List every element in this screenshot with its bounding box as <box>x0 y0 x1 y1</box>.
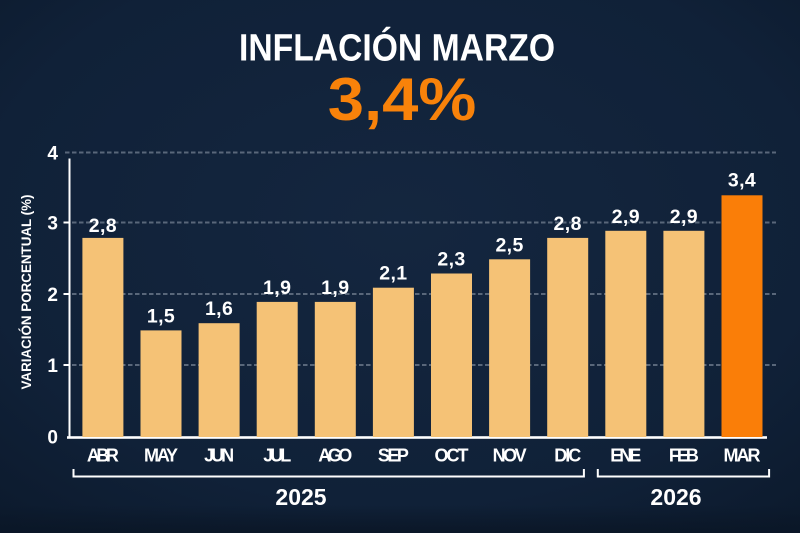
svg-text:1,9: 1,9 <box>321 277 349 299</box>
svg-text:3,4%: 3,4% <box>328 66 477 133</box>
svg-text:2,9: 2,9 <box>670 206 698 228</box>
svg-text:MAR: MAR <box>724 446 761 466</box>
svg-text:AGO: AGO <box>318 446 352 466</box>
svg-text:NOV: NOV <box>493 446 527 466</box>
svg-text:ENE: ENE <box>610 446 641 466</box>
svg-text:1,6: 1,6 <box>205 298 233 320</box>
svg-text:ABR: ABR <box>87 446 119 466</box>
svg-text:2,3: 2,3 <box>437 249 465 271</box>
svg-text:JUN: JUN <box>204 446 234 466</box>
svg-text:2025: 2025 <box>275 484 326 510</box>
svg-text:3,4: 3,4 <box>728 169 756 191</box>
svg-text:2,5: 2,5 <box>495 234 523 256</box>
svg-text:0: 0 <box>47 428 58 449</box>
svg-text:DIC: DIC <box>554 446 581 466</box>
svg-text:FEB: FEB <box>669 446 699 466</box>
svg-text:2026: 2026 <box>650 484 701 510</box>
svg-text:MAY: MAY <box>144 446 178 466</box>
svg-text:2,9: 2,9 <box>612 206 640 228</box>
svg-text:2,1: 2,1 <box>379 263 407 285</box>
svg-text:JUL: JUL <box>263 446 291 466</box>
svg-text:VARIACIÓN PORCENTUAL (%): VARIACIÓN PORCENTUAL (%) <box>19 195 34 390</box>
svg-text:2,8: 2,8 <box>554 213 582 235</box>
svg-text:3: 3 <box>47 214 58 235</box>
svg-text:SEP: SEP <box>378 446 409 466</box>
svg-text:1,9: 1,9 <box>263 277 291 299</box>
svg-text:4: 4 <box>47 144 58 165</box>
svg-text:1: 1 <box>47 356 58 377</box>
svg-text:2: 2 <box>47 285 58 306</box>
svg-text:INFLACIÓN MARZO: INFLACIÓN MARZO <box>239 26 555 70</box>
svg-text:1,5: 1,5 <box>147 305 175 327</box>
svg-text:2,8: 2,8 <box>89 215 117 237</box>
svg-text:OCT: OCT <box>435 446 469 466</box>
